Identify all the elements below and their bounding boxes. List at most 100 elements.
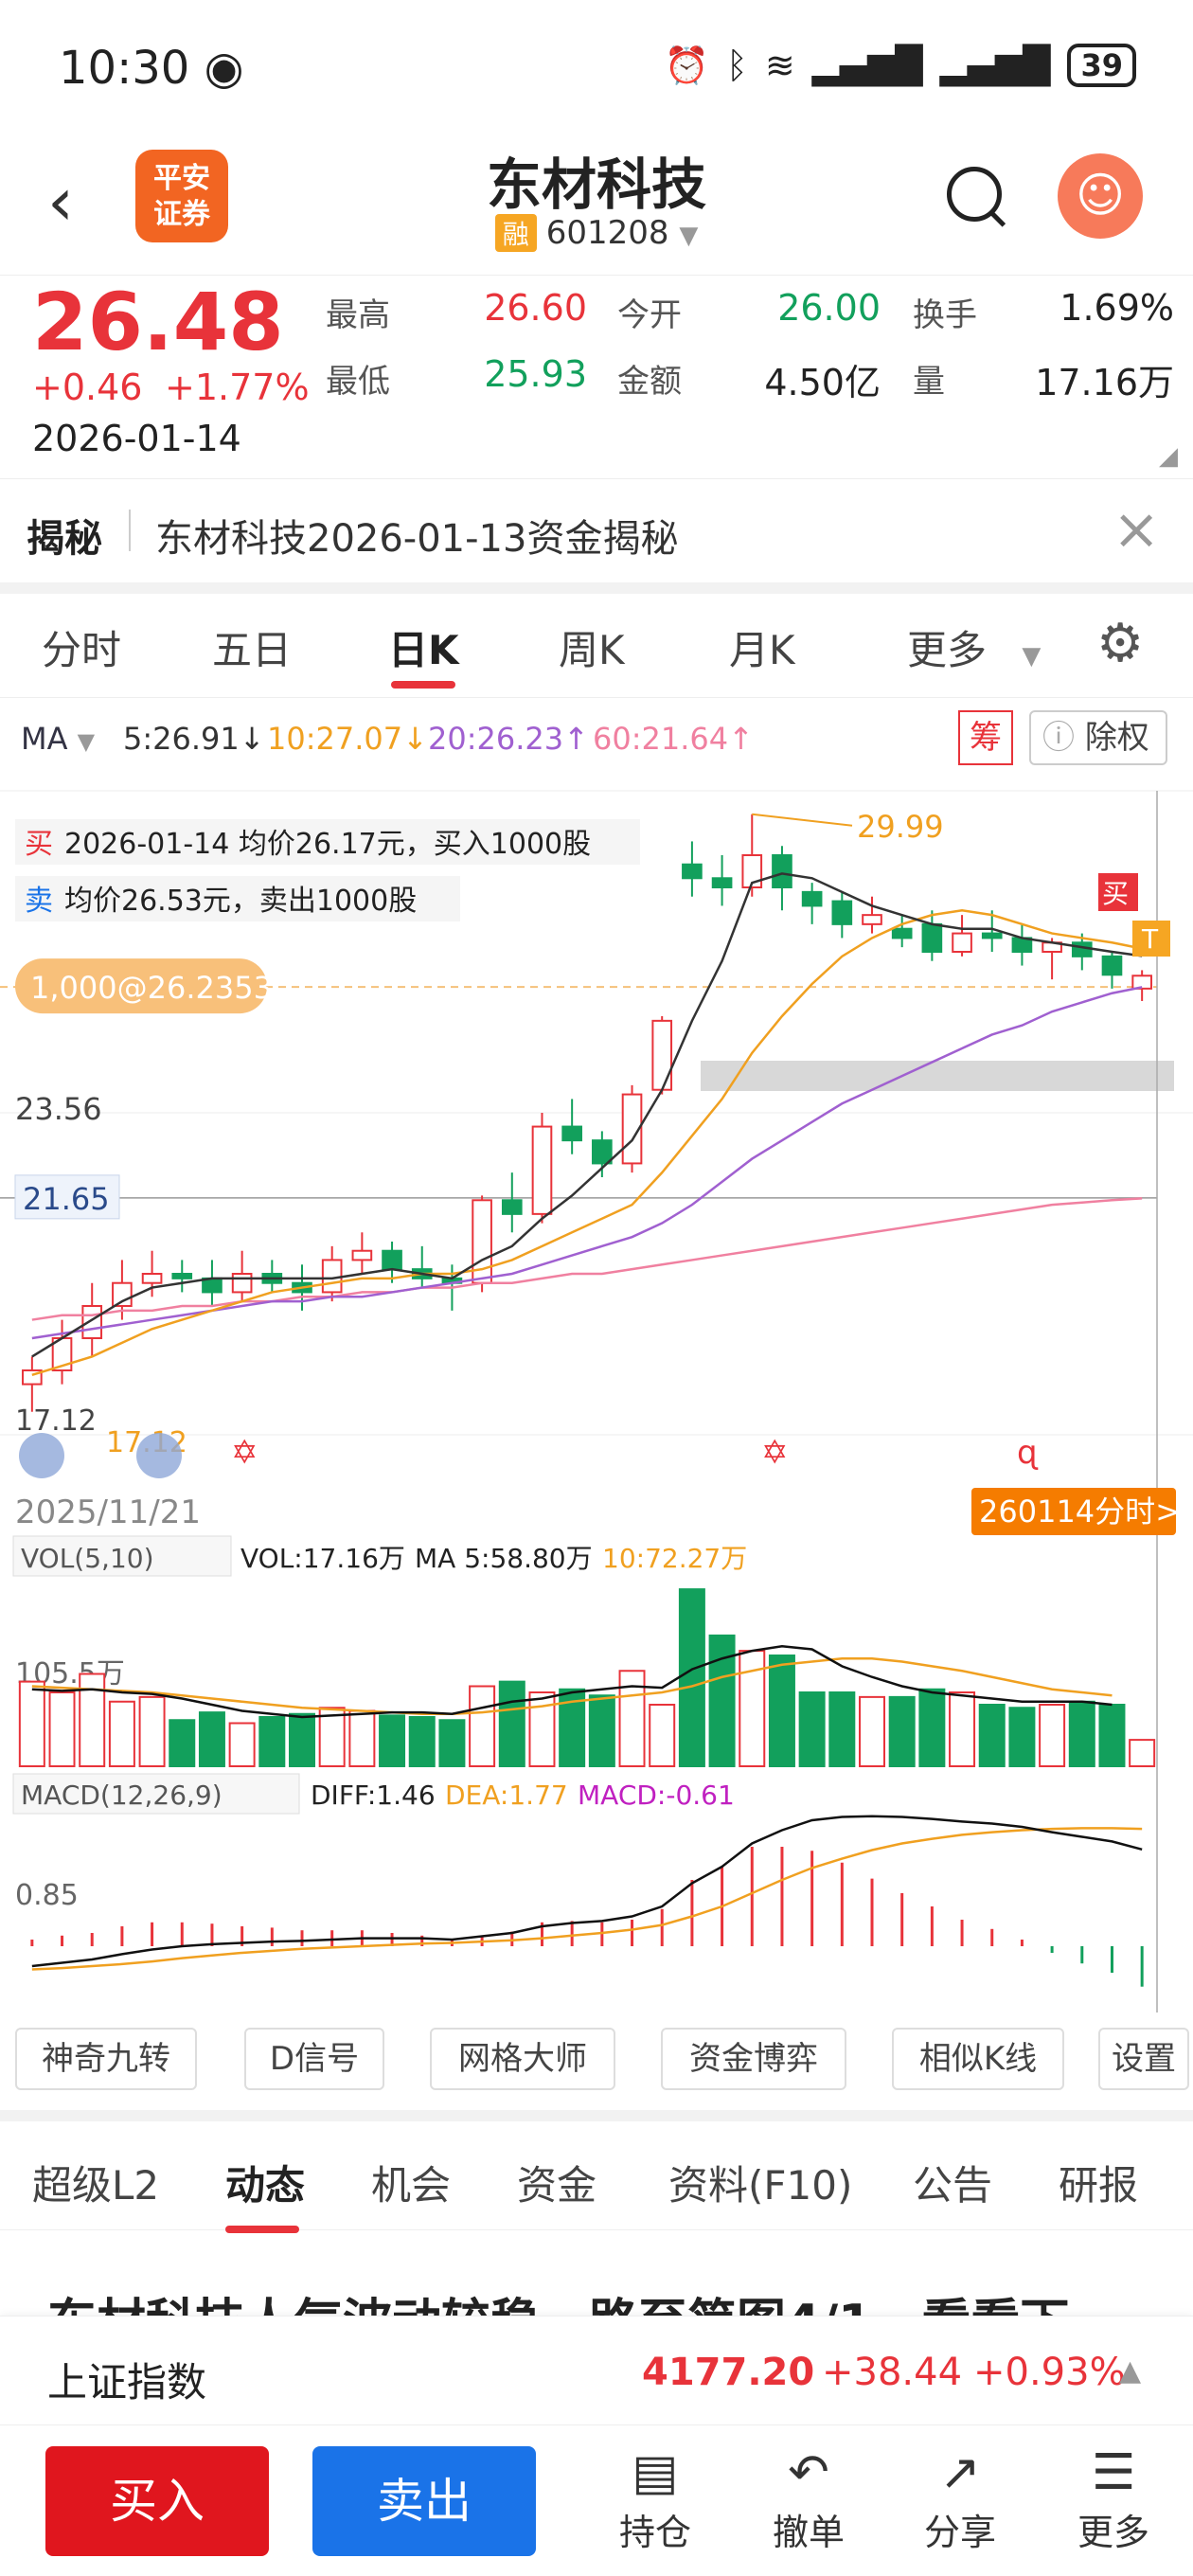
section-gap-2: [0, 2110, 1193, 2121]
volume-bar: [1008, 1707, 1036, 1767]
star-marker-icon: ✡: [231, 1434, 258, 1472]
volume-bar: [198, 1711, 225, 1767]
tab-daily-k[interactable]: 日K: [388, 627, 459, 673]
stock-code-row[interactable]: 融 601208 ▼: [0, 214, 1193, 252]
kline-chart[interactable]: 29.9923.5621.6517.1229.9917.12买2026-01-1…: [0, 772, 1193, 2022]
tab-f10[interactable]: 资料(F10): [668, 2162, 853, 2209]
chevron-down-icon: ▼: [679, 222, 699, 250]
volume-bar: [289, 1712, 315, 1767]
ref-label-box: [14, 1174, 120, 1220]
vol-ma10-line: [31, 1657, 1113, 1715]
tab-funds[interactable]: 资金: [517, 2162, 597, 2209]
tab-five-day[interactable]: 五日: [212, 627, 293, 673]
tab-monthly-k[interactable]: 月K: [729, 627, 795, 673]
candle-body: [801, 890, 823, 907]
broker-logo[interactable]: 平安证券: [135, 150, 228, 242]
volume-bar: [379, 1714, 406, 1767]
tool-button-d-signal[interactable]: D信号: [244, 2028, 384, 2090]
margin-badge: 融: [494, 214, 537, 252]
star-marker-icon: ✡: [761, 1434, 789, 1472]
divider: [129, 510, 131, 551]
gear-icon[interactable]: ⚙: [1096, 613, 1145, 674]
tab-announcement[interactable]: 公告: [913, 2162, 993, 2209]
tool-button-similar-k[interactable]: 相似K线: [892, 2028, 1064, 2090]
search-icon[interactable]: [947, 167, 1002, 222]
tab-weekly-k[interactable]: 周K: [559, 627, 625, 673]
volume-bar: [888, 1695, 916, 1767]
cost-pill: [15, 958, 267, 1014]
candle-body: [1101, 955, 1123, 976]
cost-pill-text: 1,000@26.2353: [30, 970, 273, 1006]
candle-body: [831, 900, 853, 925]
buy-button[interactable]: 买入: [45, 2446, 269, 2556]
candle-body: [531, 1125, 553, 1215]
nav-positions[interactable]: ▤ 持仓: [598, 2442, 712, 2555]
field-label-low: 最低: [326, 363, 390, 401]
status-bar: 10:30 ◉ ⏰ ᛒ ≋ ▂▄▆█ ▂▄▆█ 39: [0, 0, 1193, 133]
tab-super-l2[interactable]: 超级L2: [32, 2162, 160, 2209]
nav-share[interactable]: ↗ 分享: [903, 2442, 1017, 2555]
volume-bar: [1098, 1704, 1126, 1767]
stock-header: ‹ 平安证券 东材科技 融 601208 ▼ ☺: [0, 133, 1193, 275]
tool-button-magic-nine[interactable]: 神奇九转: [15, 2028, 197, 2090]
ma60-value: 60:21.64↑: [593, 721, 754, 757]
nav-cancel-order[interactable]: ↶ 撤单: [752, 2442, 865, 2555]
tool-button-settings[interactable]: 设置: [1098, 2028, 1189, 2090]
expand-up-icon[interactable]: ▲: [1119, 2354, 1142, 2388]
tab-more[interactable]: 更多 ▼: [907, 627, 1042, 673]
scroll-left-icon: [19, 1433, 64, 1478]
back-icon[interactable]: ‹: [47, 163, 74, 241]
index-name: 上证指数: [47, 2359, 207, 2406]
tool-button-grid-master[interactable]: 网格大师: [430, 2028, 615, 2090]
price-gap-band: [701, 1061, 1174, 1091]
volume-bar: [828, 1691, 856, 1767]
candle-body: [171, 1273, 193, 1279]
ma-label[interactable]: MA ▼: [21, 721, 96, 757]
candle-body: [592, 1139, 613, 1165]
ma20-value: 20:26.23↑: [428, 721, 589, 757]
tab-news-feed[interactable]: 动态: [225, 2162, 306, 2209]
macd-scale-label: 0.85: [15, 1879, 79, 1912]
volume-bar: [588, 1694, 615, 1767]
buy-marker-text: 买: [1102, 878, 1129, 909]
volume-bar: [348, 1709, 376, 1767]
reveal-text[interactable]: 东材科技2026-01-13资金揭秘: [155, 517, 679, 561]
trade-buy-tag: 买: [25, 828, 53, 861]
volume-bar: [649, 1704, 676, 1767]
candle-body: [501, 1199, 523, 1215]
tab-research[interactable]: 研报: [1059, 2162, 1139, 2209]
ma10-value: 10:27.07↓: [267, 721, 428, 757]
status-time: 10:30 ◉: [59, 42, 244, 95]
tool-button-fund-game[interactable]: 资金博弈: [661, 2028, 846, 2090]
fund-reveal-bar[interactable]: 揭秘 东材科技2026-01-13资金揭秘 ×: [0, 478, 1193, 582]
candle-body: [952, 932, 972, 953]
price-change-pct: +1.77%: [165, 367, 310, 408]
ex-rights-button[interactable]: ⓘ 除权: [1029, 710, 1167, 765]
sell-button[interactable]: 卖出: [312, 2446, 536, 2556]
volume-bar: [528, 1691, 556, 1767]
close-icon[interactable]: ×: [1113, 496, 1161, 563]
stock-code: 601208: [545, 214, 669, 252]
kline-chart-area[interactable]: 29.9923.5621.6517.1229.9917.12买2026-01-1…: [0, 772, 1193, 2060]
candle-body: [862, 914, 882, 925]
avatar[interactable]: ☺: [1058, 153, 1143, 239]
tab-active-indicator: [391, 681, 455, 689]
tab-opportunity[interactable]: 机会: [371, 2162, 452, 2209]
volume-bar: [798, 1691, 826, 1767]
expand-corner-icon[interactable]: ◢: [1159, 442, 1178, 471]
field-value-open: 26.00: [777, 287, 881, 329]
nav-more[interactable]: ☰ 更多: [1057, 2442, 1170, 2555]
signal-icon-2: ▂▄▆█: [939, 45, 1051, 86]
volume-bar: [708, 1634, 736, 1767]
field-label-high: 最高: [326, 296, 390, 334]
volume-bar: [108, 1700, 135, 1767]
volume-bar: [438, 1719, 466, 1767]
candle-body: [321, 1259, 343, 1294]
candle-body: [921, 922, 943, 954]
trade-buy-box: [15, 819, 640, 865]
tab-intraday[interactable]: 分时: [42, 627, 122, 673]
news-headline-peek[interactable]: 东材科技人气波动较稳，路至简图4/1，看看下: [47, 2282, 1146, 2318]
market-index-bar[interactable]: 上证指数 4177.20 +38.44 +0.93% ▲: [0, 2316, 1193, 2424]
stock-title: 东材科技: [486, 152, 706, 217]
chip-distribution-button[interactable]: 筹: [958, 710, 1013, 765]
